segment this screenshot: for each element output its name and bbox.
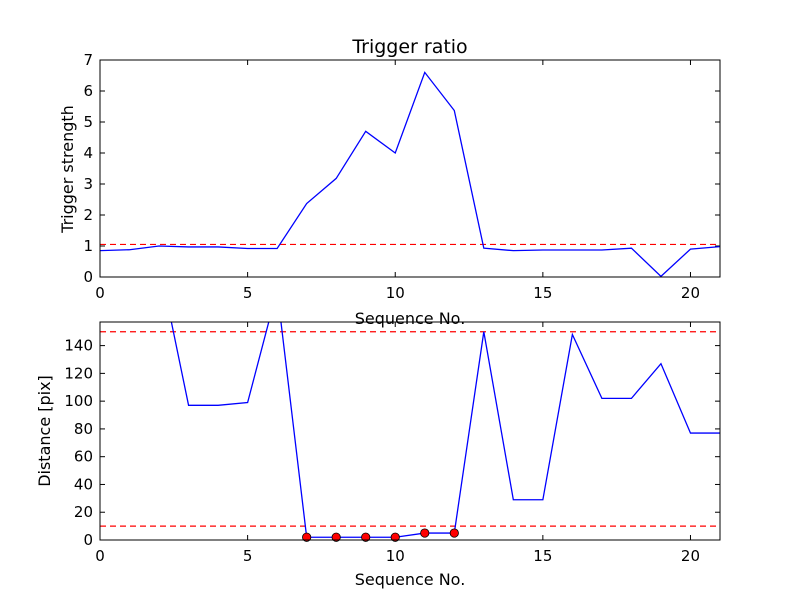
y-tick-label: 4 xyxy=(83,144,93,162)
x-tick-label: 5 xyxy=(243,547,253,565)
x-tick-label: 20 xyxy=(681,547,700,565)
data-point-marker xyxy=(420,528,430,538)
y-tick-label: 100 xyxy=(64,392,93,410)
x-tick-label: 0 xyxy=(95,284,105,302)
y-tick-label: 3 xyxy=(83,175,93,193)
y-tick-label: 7 xyxy=(83,51,93,69)
data-point-marker xyxy=(331,532,341,542)
y-tick-label: 1 xyxy=(83,237,93,255)
x-tick-label: 15 xyxy=(533,284,552,302)
data-point-marker xyxy=(449,528,459,538)
trigger-ratio-plot-area xyxy=(100,71,720,277)
x-tick-label: 10 xyxy=(386,547,405,565)
y-tick-label: 40 xyxy=(74,475,93,493)
trigger-ratio-ticks: 0 5 10 15 20 0 1 2 3 4 5 6 7 xyxy=(83,51,720,302)
data-point-marker xyxy=(302,532,312,542)
y-tick-label: 140 xyxy=(64,337,93,355)
series-line xyxy=(100,71,720,277)
axes-frame xyxy=(99,59,721,278)
y-tick-label: 5 xyxy=(83,113,93,131)
distance-ticks: 0 5 10 15 20 0 20 40 60 80 100 120 140 xyxy=(64,322,720,565)
x-tick-label: 0 xyxy=(95,547,105,565)
y-tick-label: 6 xyxy=(83,82,93,100)
trigger-ratio-panel: Trigger ratio 0 5 10 15 20 0 1 2 3 4 5 6 7 Sequence … xyxy=(58,36,721,328)
trigger-ratio-ylabel: Trigger strength xyxy=(58,105,77,234)
distance-plot-area xyxy=(100,322,720,538)
x-tick-label: 20 xyxy=(681,284,700,302)
y-tick-label: 0 xyxy=(83,531,93,549)
x-tick-label: 15 xyxy=(533,547,552,565)
distance-ylabel: Distance [pix] xyxy=(35,375,54,487)
y-tick-label: 2 xyxy=(83,206,93,224)
y-tick-label: 120 xyxy=(64,364,93,382)
distance-xlabel: Sequence No. xyxy=(355,570,466,589)
trigger-ratio-title: Trigger ratio xyxy=(351,36,467,58)
y-tick-label: 0 xyxy=(83,268,93,286)
x-tick-label: 10 xyxy=(386,284,405,302)
x-tick-label: 5 xyxy=(243,284,253,302)
series-line xyxy=(170,322,720,538)
y-tick-label: 60 xyxy=(74,448,93,466)
trigger-ratio-xlabel: Sequence No. xyxy=(355,309,466,328)
y-tick-label: 20 xyxy=(74,503,93,521)
axes-frame xyxy=(99,321,721,541)
data-point-marker xyxy=(361,532,371,542)
data-point-marker xyxy=(390,532,400,542)
y-tick-label: 80 xyxy=(74,420,93,438)
